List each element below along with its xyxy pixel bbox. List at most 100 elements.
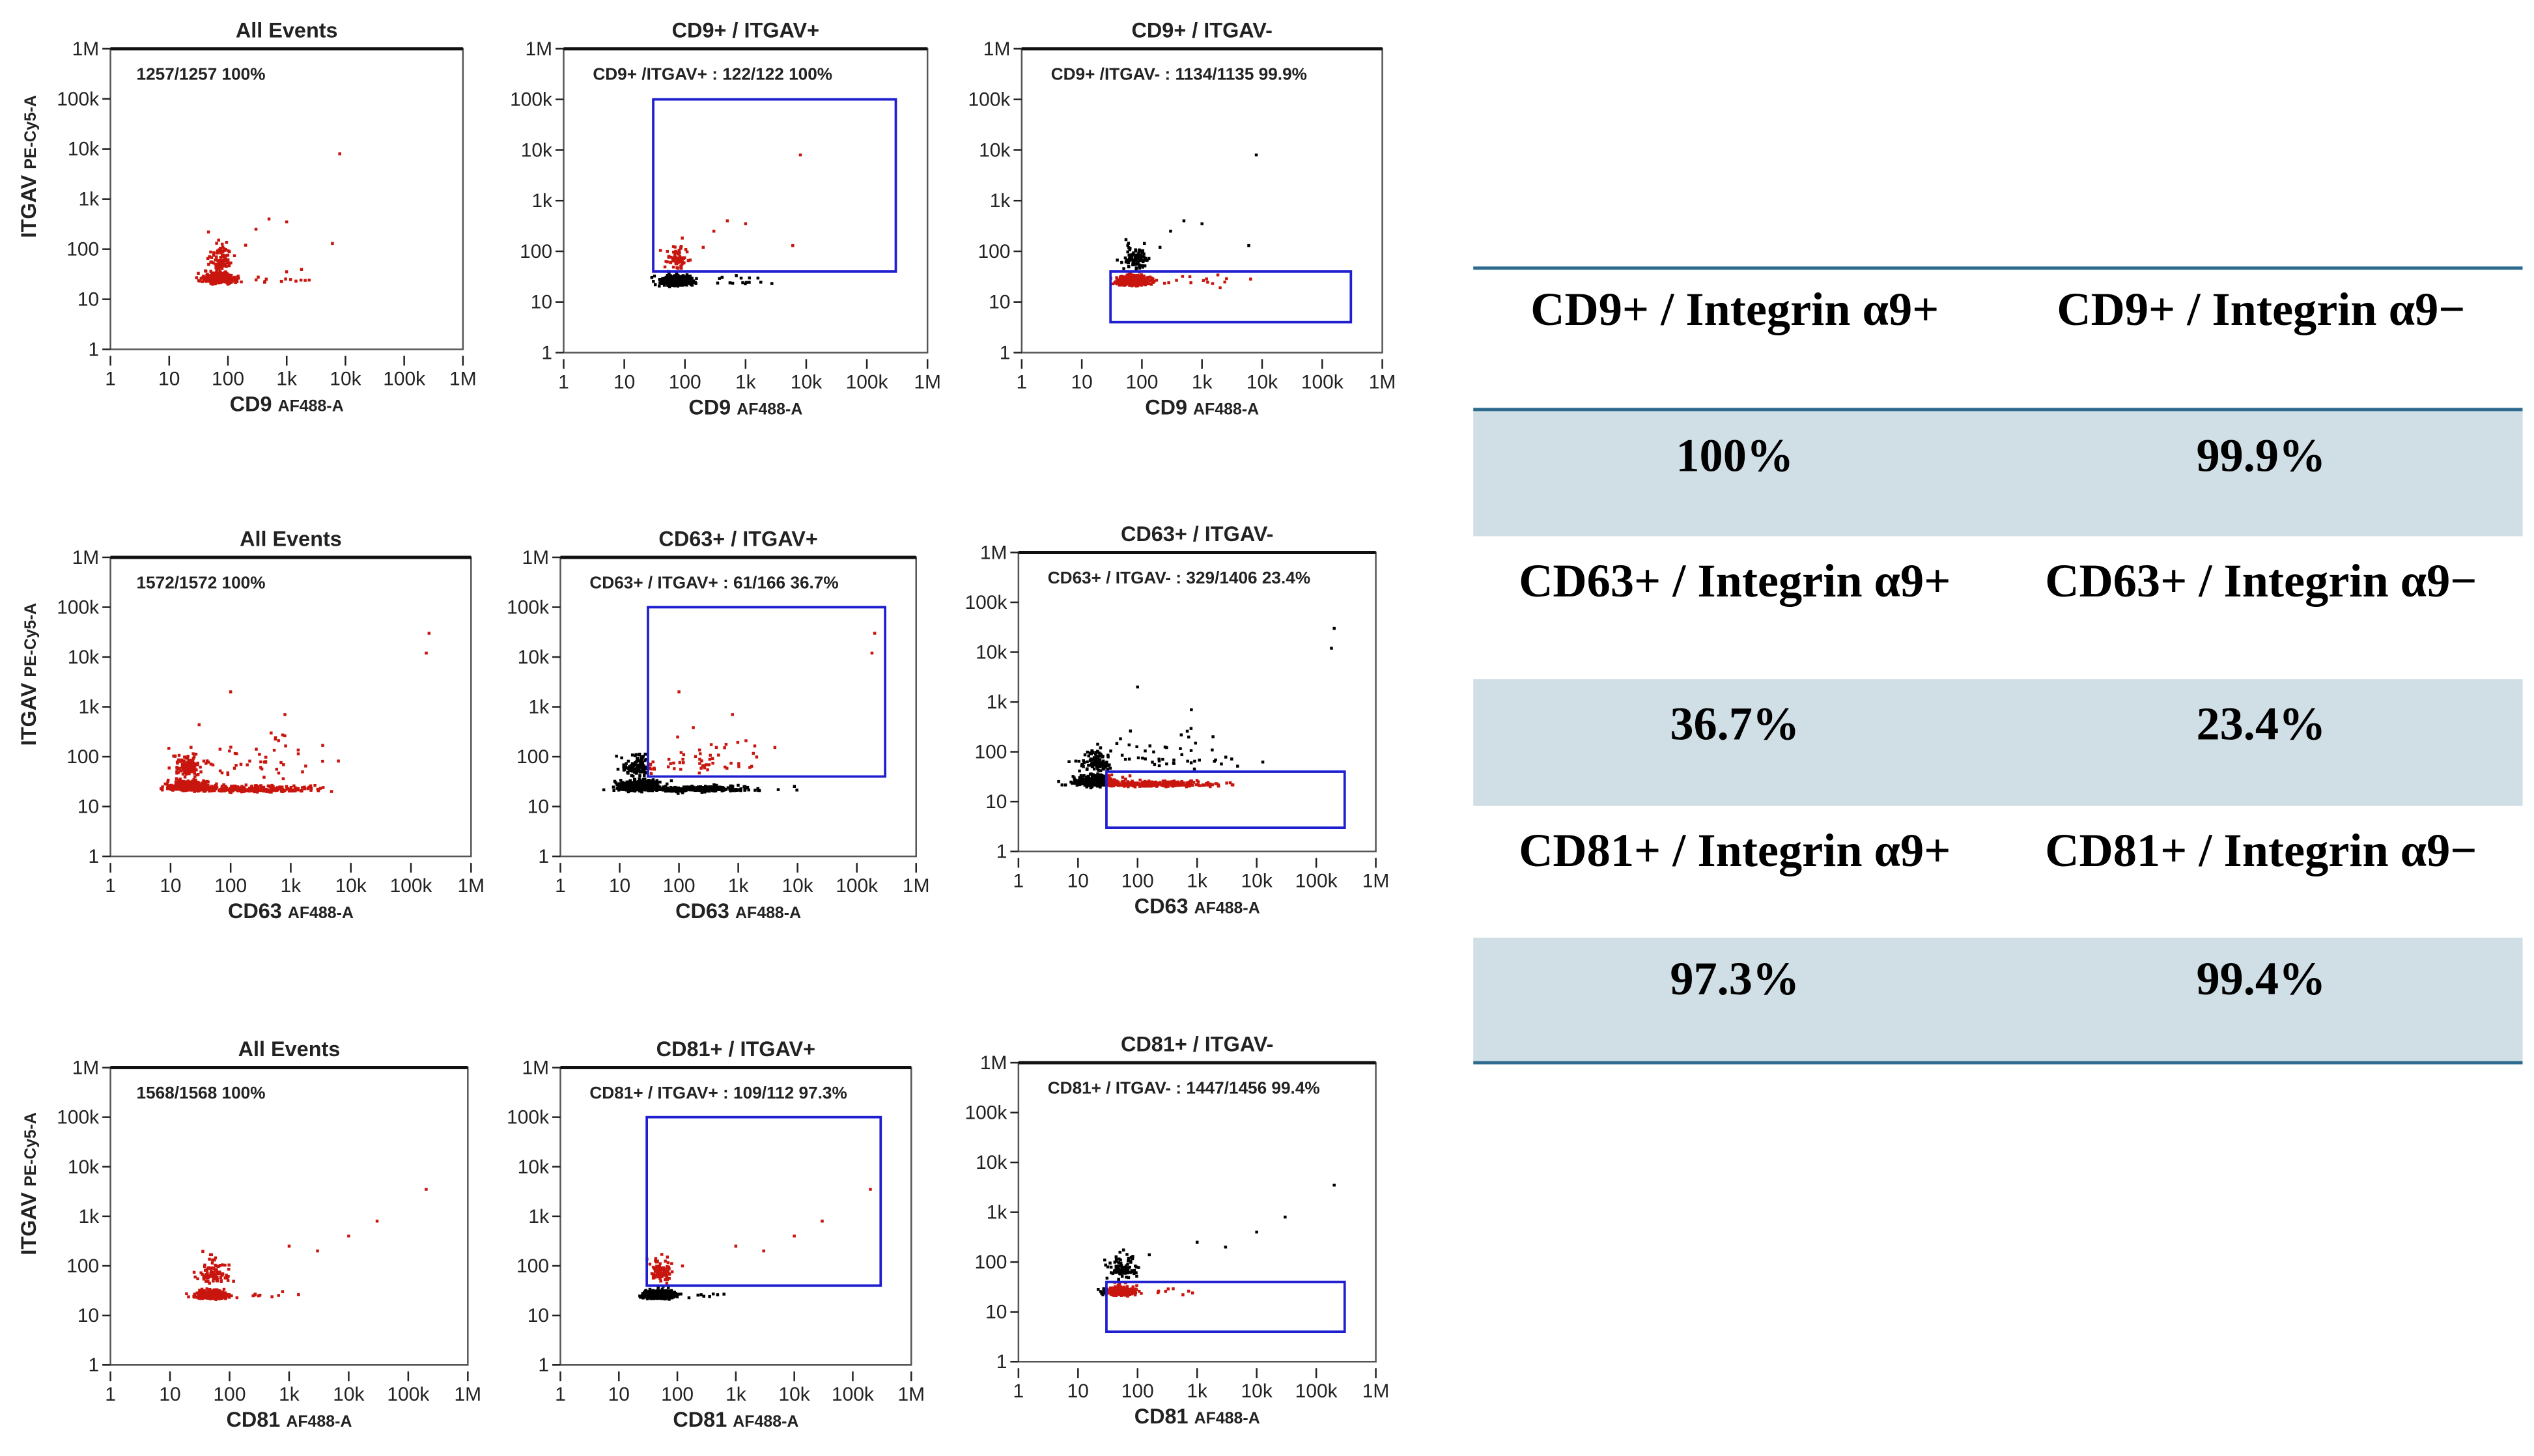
event-point (215, 251, 219, 255)
event-point (1175, 279, 1178, 282)
event-point (630, 774, 634, 777)
event-point (1099, 746, 1103, 749)
event-point (643, 783, 647, 787)
event-point (636, 757, 639, 761)
event-point (1158, 245, 1162, 249)
event-point (270, 791, 273, 794)
event-point (223, 264, 226, 268)
event-point (659, 787, 662, 791)
event-point (215, 268, 218, 272)
y-tick-label: 10k (68, 647, 99, 668)
event-point (1189, 783, 1192, 787)
event-point (636, 785, 640, 789)
event-point (1094, 757, 1098, 761)
event-point (1088, 777, 1091, 781)
gate-rectangle (647, 606, 886, 778)
event-point (1141, 277, 1144, 281)
event-point (674, 281, 677, 285)
event-point (205, 779, 209, 783)
x-axis-label: CD9 AF488-A (1145, 395, 1259, 419)
event-point (1172, 761, 1175, 765)
event-point (748, 276, 752, 280)
event-point (237, 789, 241, 792)
event-points (195, 152, 341, 286)
event-point (685, 273, 689, 276)
event-point (634, 763, 638, 766)
event-point (1091, 776, 1095, 780)
event-point (206, 257, 210, 260)
event-point (219, 255, 222, 259)
event-point (337, 759, 340, 763)
event-point (725, 219, 729, 223)
event-point (694, 787, 697, 791)
event-point (234, 787, 237, 790)
event-point (225, 241, 229, 244)
event-point (203, 781, 206, 785)
event-point (166, 787, 170, 791)
y-tick-label: 100k (507, 596, 549, 618)
event-point (182, 789, 186, 792)
event-point (690, 283, 694, 287)
event-point (1085, 778, 1089, 781)
event-point (638, 789, 641, 793)
event-point (679, 266, 683, 270)
event-point (791, 244, 795, 247)
event-point (1128, 279, 1132, 283)
event-point (303, 787, 307, 791)
event-point (215, 279, 218, 282)
event-point (653, 283, 657, 287)
event-point (215, 242, 218, 245)
event-point (1096, 749, 1099, 753)
event-point (309, 787, 313, 790)
event-point (255, 791, 259, 794)
event-point (652, 280, 655, 283)
event-point (653, 780, 656, 783)
event-point (301, 770, 304, 774)
y-axis-label: ITGAV PE-Cy5-A (17, 603, 40, 746)
event-point (684, 248, 688, 251)
y-tick-label: 10 (528, 796, 549, 818)
event-point (1107, 776, 1111, 779)
event-point (1083, 753, 1087, 757)
event-point (701, 245, 705, 249)
event-point (1196, 780, 1200, 783)
event-point (1163, 745, 1167, 749)
event-point (623, 782, 626, 786)
event-point (678, 255, 682, 258)
y-tick-label: 10k (68, 139, 99, 160)
event-point (1155, 279, 1159, 282)
event-point (677, 690, 681, 693)
event-point (651, 778, 655, 781)
x-axis-channel: AF488-A (737, 400, 802, 418)
event-point (1129, 782, 1132, 785)
event-point (223, 257, 227, 260)
event-point (716, 788, 720, 792)
event-point (675, 251, 678, 254)
x-tick-label: 1 (1017, 371, 1028, 393)
event-point (279, 788, 283, 791)
event-point (271, 789, 274, 792)
event-point (204, 762, 208, 765)
event-point (698, 757, 701, 761)
event-point (184, 789, 188, 792)
x-tick-label: 1M (458, 875, 485, 897)
event-point (220, 771, 224, 775)
event-point (229, 281, 233, 284)
event-point (668, 787, 671, 791)
event-point (671, 245, 675, 248)
x-axis-label: CD63 AF488-A (675, 899, 801, 923)
event-point (689, 786, 692, 789)
event-point (203, 780, 206, 783)
event-point (757, 789, 761, 792)
event-point (221, 255, 225, 259)
event-point (216, 275, 219, 279)
event-point (732, 789, 736, 792)
event-point (1077, 759, 1080, 763)
event-point (633, 784, 637, 787)
event-point (638, 770, 642, 774)
event-point (680, 283, 683, 287)
event-point (259, 760, 262, 764)
event-point (1112, 779, 1116, 783)
event-point (680, 281, 683, 285)
